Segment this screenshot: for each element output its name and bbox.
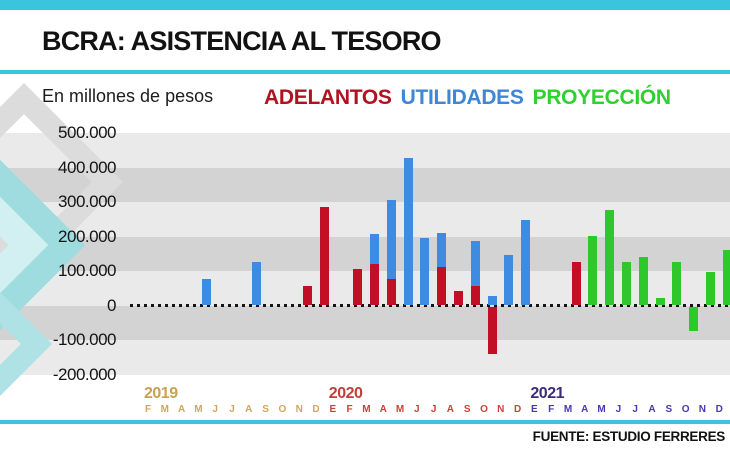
bar-proyeccion-2021 (705, 272, 715, 305)
title-underline-rule (0, 70, 730, 74)
bar-proyeccion-2021 (605, 210, 615, 305)
bar-utilidades-2020 (487, 296, 497, 305)
month-label: F (346, 404, 353, 415)
bar-utilidades-2019 (201, 279, 211, 305)
background-band (0, 305, 730, 340)
month-label: E (531, 404, 538, 415)
month-label: A (177, 404, 186, 415)
y-tick-label: 400.000 (58, 157, 116, 177)
bar-utilidades-2019 (252, 261, 262, 305)
bar-proyeccion-2021 (689, 307, 699, 332)
bar-proyeccion-2021 (621, 261, 631, 305)
year-label-2021: 2021 (530, 385, 564, 402)
zero-baseline-dotted (130, 304, 730, 307)
bar-utilidades-2020 (470, 241, 480, 287)
bar-adelantos-2020 (470, 286, 480, 305)
month-label: M (597, 404, 606, 415)
y-tick-label: 500.000 (58, 123, 116, 142)
month-label: O (480, 404, 488, 415)
month-label: E (329, 404, 337, 415)
bar-utilidades-2020 (403, 158, 413, 305)
legend-item-adelantos: ADELANTOS (264, 86, 392, 109)
bar-proyeccion-2021 (588, 236, 598, 305)
month-label: A (581, 404, 589, 415)
bar-utilidades-2020 (521, 220, 531, 305)
bar-adelantos-2020 (369, 263, 379, 305)
y-tick-label: 100.000 (58, 261, 116, 280)
bar-adelantos-2021 (571, 261, 581, 305)
month-label: F (548, 404, 555, 415)
y-tick-label: -100.000 (52, 330, 117, 349)
month-label: A (245, 404, 253, 415)
month-label: N (497, 404, 505, 415)
month-label: J (229, 404, 235, 415)
year-label-2019: 2019 (144, 385, 178, 402)
bar-utilidades-2020 (369, 234, 379, 264)
month-label: J (414, 404, 420, 415)
bottom-accent-rule (0, 420, 730, 424)
background-band (0, 340, 730, 375)
month-label: M (395, 404, 405, 415)
bar-proyeccion-2021 (655, 298, 665, 305)
y-tick-label: 200.000 (58, 226, 116, 246)
bar-utilidades-2020 (504, 254, 514, 305)
bar-adelantos-2020 (453, 291, 463, 305)
month-label: O (681, 404, 690, 415)
month-label: S (262, 404, 269, 415)
y-tick-label: 300.000 (58, 192, 116, 211)
bar-utilidades-2020 (437, 232, 447, 268)
month-label: J (615, 404, 622, 415)
month-label: N (295, 404, 303, 415)
bar-utilidades-2020 (386, 199, 396, 280)
month-label: D (312, 404, 320, 415)
month-label: N (698, 404, 706, 415)
month-label: D (715, 404, 723, 415)
month-label: A (446, 404, 454, 415)
month-label: M (362, 404, 371, 415)
legend-item-proyeccion: PROYECCIÓN (532, 86, 671, 109)
month-label: M (160, 404, 169, 415)
bar-adelantos-2020 (353, 268, 363, 305)
month-label: O (278, 404, 287, 415)
bar-adelantos-2019 (319, 206, 329, 305)
source-credit: FUENTE: ESTUDIO FERRERES (532, 429, 726, 444)
top-accent-bar (0, 0, 730, 10)
month-label: A (648, 404, 656, 415)
bar-proyeccion-2021 (722, 249, 730, 305)
background-band (0, 133, 730, 168)
bar-adelantos-2020 (487, 307, 497, 354)
month-label: J (632, 404, 638, 415)
bar-proyeccion-2021 (638, 256, 648, 305)
y-tick-label: 0 (107, 295, 116, 315)
month-label: F (144, 404, 152, 415)
month-label: J (212, 404, 218, 415)
month-label: M (563, 404, 573, 415)
month-label: D (513, 404, 522, 415)
units-label: En millones de pesos (42, 86, 214, 106)
bar-utilidades-2020 (420, 237, 430, 305)
year-label-2020: 2020 (328, 385, 363, 402)
bar-adelantos-2020 (437, 267, 447, 305)
month-label: M (194, 404, 203, 415)
bar-adelantos-2020 (386, 279, 396, 305)
legend: ADELANTOS UTILIDADES PROYECCIÓN (264, 86, 671, 110)
month-label: J (430, 404, 437, 415)
y-tick-label: -200.000 (52, 364, 117, 384)
bar-adelantos-2019 (302, 286, 312, 305)
page-title: BCRA: ASISTENCIA AL TESORO (42, 26, 442, 56)
month-label: A (379, 404, 387, 415)
legend-item-utilidades: UTILIDADES (400, 86, 524, 109)
bar-proyeccion-2021 (672, 261, 682, 305)
month-label: S (665, 404, 673, 415)
month-label: S (463, 404, 471, 415)
background-band (0, 167, 730, 202)
